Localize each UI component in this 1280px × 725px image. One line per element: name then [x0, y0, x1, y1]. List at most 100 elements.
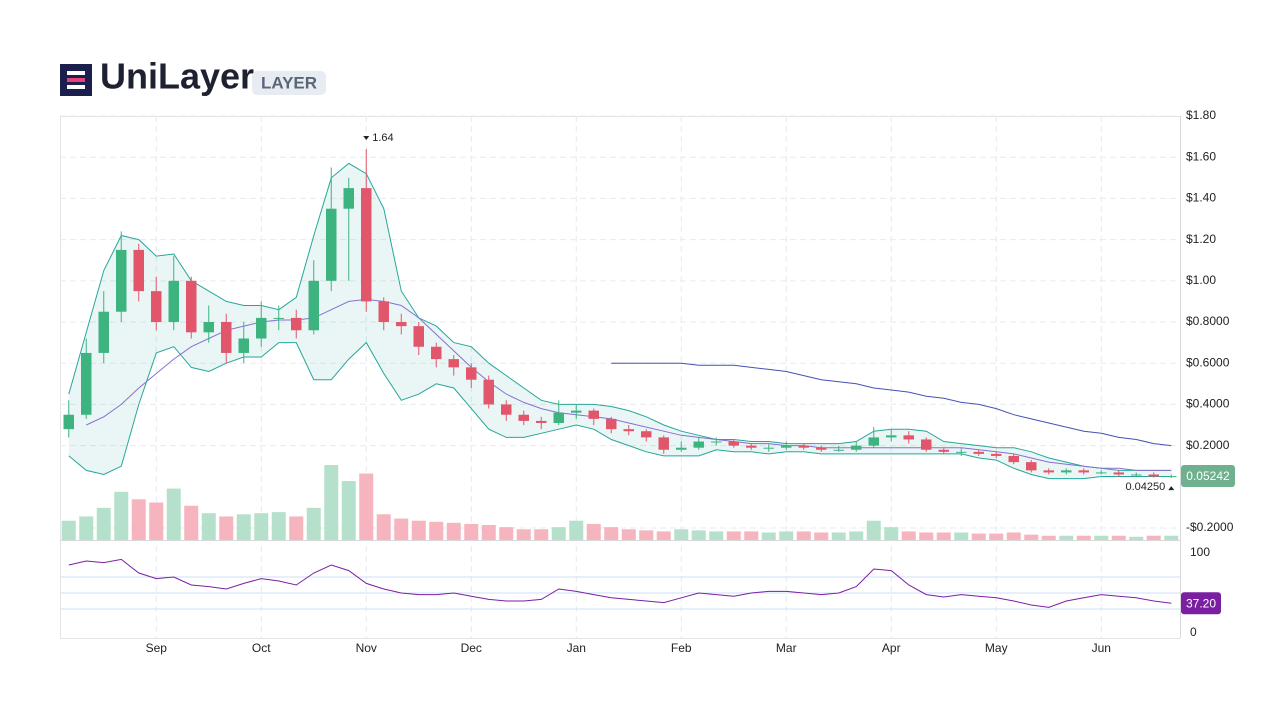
volume-bar — [166, 488, 181, 540]
x-tick-label: Sep — [146, 641, 168, 655]
band-upper — [68, 162, 1172, 471]
volume-bar — [621, 529, 636, 540]
candle-body — [606, 418, 617, 430]
volume-bar — [114, 491, 129, 540]
rsi-tick-label: 100 — [1190, 545, 1210, 559]
volume-bar — [831, 532, 846, 540]
volume-bar — [866, 520, 881, 540]
candle-body — [798, 445, 809, 448]
volume-bar — [586, 523, 601, 540]
candle-body — [466, 367, 477, 380]
candle-body — [186, 280, 197, 333]
candle-body — [781, 445, 792, 448]
y-tick-label: $1.60 — [1186, 149, 1216, 163]
candle-body — [1008, 455, 1019, 463]
candle-body — [273, 317, 284, 319]
volume-bar — [254, 513, 269, 540]
candle-body — [851, 445, 862, 450]
volume-bar — [516, 529, 531, 540]
candle-body — [676, 447, 687, 450]
volume-bar — [971, 533, 986, 540]
symbol: LAYER — [261, 73, 317, 92]
candle-body — [448, 359, 459, 368]
volume-bar — [796, 531, 811, 540]
volume-bar — [61, 520, 76, 540]
x-tick-label: Apr — [882, 641, 901, 655]
volume-bar — [1024, 534, 1039, 540]
logo-bar — [67, 78, 85, 82]
x-tick-label: Mar — [776, 641, 797, 655]
y-tick-label: $1.80 — [1186, 108, 1216, 122]
candle-body — [378, 301, 389, 323]
volume-bar — [779, 531, 794, 540]
candle-body — [991, 453, 1002, 456]
candle-body — [588, 410, 599, 419]
volume-bar — [989, 533, 1004, 540]
candle-body — [238, 338, 249, 353]
volume-bar — [446, 522, 461, 540]
low-label: 0.04250 — [1125, 481, 1165, 493]
candle-body — [291, 317, 302, 331]
y-tick-label: $1.20 — [1186, 232, 1216, 246]
volume-bar — [219, 516, 234, 540]
candle-body — [746, 445, 757, 448]
candle-body — [553, 412, 564, 423]
candle-body — [203, 322, 214, 333]
volume-bar — [201, 513, 216, 540]
volume-bar — [376, 514, 391, 540]
volume-bar — [691, 530, 706, 540]
candle-body — [868, 437, 879, 446]
title: UniLayer — [100, 56, 254, 97]
volume-bar — [849, 531, 864, 540]
band-lower — [68, 341, 1172, 480]
volume-bar — [901, 531, 916, 540]
y-tick-label: -$0.2000 — [1186, 520, 1234, 534]
y-tick-label: $0.6000 — [1186, 355, 1230, 369]
volume-bar — [79, 516, 94, 540]
moving-average — [86, 298, 1172, 471]
candle-body — [536, 420, 547, 423]
volume-bar — [289, 516, 304, 540]
volume-bar — [271, 512, 286, 540]
volume-bar — [1006, 532, 1021, 540]
volume-bar — [814, 532, 829, 540]
volume-bar — [429, 521, 444, 540]
candle-body — [1043, 470, 1054, 473]
volume-bar — [306, 507, 321, 540]
candle-body — [168, 280, 179, 323]
volume-bar — [359, 473, 374, 540]
x-tick-label: Feb — [671, 641, 692, 655]
candle-body — [221, 322, 232, 353]
volume-bar — [1059, 535, 1074, 540]
high-marker — [363, 135, 370, 140]
volume-bar — [149, 502, 164, 540]
volume-bar — [499, 527, 514, 540]
logo-bar — [67, 71, 85, 75]
candle-body — [361, 188, 372, 302]
volume-bar — [1146, 535, 1161, 540]
volume-bar — [96, 507, 111, 540]
volume-bar — [464, 523, 479, 540]
volume-bar — [744, 531, 759, 540]
candle-body — [431, 346, 442, 360]
volume-bar — [131, 499, 146, 540]
rsi-last-label: 37.20 — [1186, 596, 1216, 610]
volume-bar — [726, 531, 741, 540]
candle-body — [1166, 476, 1177, 478]
candle-body — [483, 379, 494, 405]
volume-bar — [481, 525, 496, 540]
candle-body — [326, 208, 337, 281]
logo-bar — [67, 85, 85, 89]
volume-bar — [936, 532, 951, 540]
candle-body — [501, 404, 512, 415]
candle-body — [711, 441, 722, 443]
volume-bar — [184, 505, 199, 540]
candle-body — [1026, 462, 1037, 471]
candle-body — [133, 249, 144, 292]
volume-bar — [1041, 535, 1056, 540]
volume-bar — [1076, 535, 1091, 540]
low-marker — [1168, 486, 1175, 491]
candle-body — [903, 435, 914, 440]
candle-body — [308, 280, 319, 331]
volume-bar — [709, 531, 724, 540]
